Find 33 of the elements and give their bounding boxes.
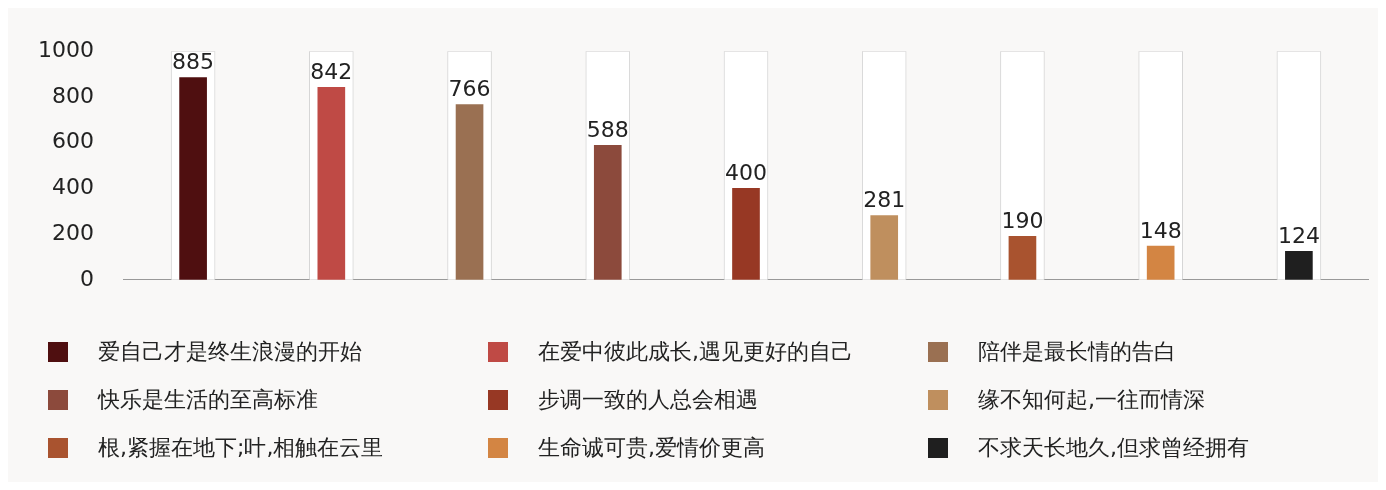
legend-label: 爱自己才是终生浪漫的开始	[98, 338, 362, 366]
data-label: 281	[863, 187, 906, 213]
legend-label: 不求天长地久,但求曾经拥有	[978, 434, 1249, 462]
y-tick-label: 600	[51, 128, 94, 154]
y-tick-label: 400	[51, 174, 94, 200]
bar	[870, 215, 899, 280]
data-label: 190	[1001, 208, 1044, 234]
y-tick-label: 0	[79, 265, 94, 291]
legend-label: 缘不知何起,一往而情深	[978, 386, 1205, 414]
legend-label: 在爱中彼此成长,遇见更好的自己	[538, 338, 853, 366]
bar	[593, 145, 622, 280]
bar	[1146, 245, 1175, 280]
y-tick-label: 200	[51, 219, 94, 245]
bar	[1008, 236, 1037, 280]
data-label: 588	[586, 117, 629, 143]
bar	[732, 188, 760, 280]
data-label: 124	[1277, 223, 1320, 249]
legend-label: 步调一致的人总会相遇	[538, 386, 758, 414]
bar	[455, 104, 484, 280]
legend-label: 根,紧握在地下;叶,相触在云里	[98, 434, 384, 462]
bar	[317, 86, 346, 280]
legend-label: 生命诚可贵,爱情价更高	[538, 434, 765, 462]
y-tick-label: 1000	[37, 36, 94, 62]
bar	[1285, 251, 1313, 280]
data-label: 400	[724, 160, 767, 186]
data-label: 766	[448, 76, 491, 102]
legend-label: 陪伴是最长情的告白	[978, 338, 1176, 366]
bar	[179, 77, 207, 280]
legend-label: 快乐是生活的至高标准	[98, 386, 318, 414]
data-label: 885	[172, 49, 215, 75]
data-label: 842	[310, 59, 353, 85]
y-tick-label: 800	[51, 82, 94, 108]
data-label: 148	[1139, 217, 1182, 243]
